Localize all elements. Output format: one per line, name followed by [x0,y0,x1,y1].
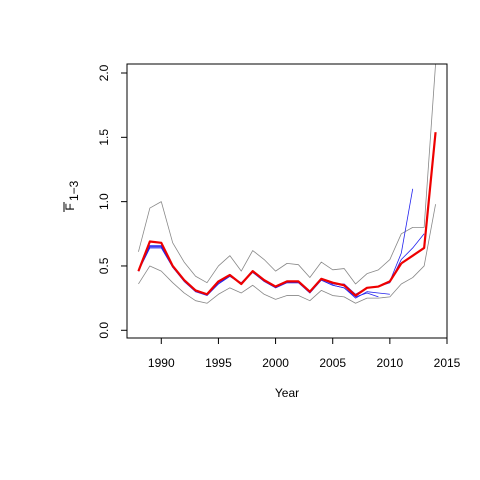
series-line-estimate-6 [137,240,403,297]
x-axis-title: Year [275,386,299,400]
y-tick-label-0.0: 0.0 [97,322,111,339]
y-tick-label-2.0: 2.0 [97,64,111,81]
series-line-estimate-recent-7 [400,132,437,265]
y-tick-label-0.5: 0.5 [97,257,111,274]
x-tick-label-2010: 2010 [377,356,404,370]
y-tick-label-1.5: 1.5 [97,129,111,146]
x-tick-label-2000: 2000 [262,356,289,370]
y-axis: 0.0 0.5 1.0 1.5 2.0 [97,64,128,339]
x-tick-label-1995: 1995 [205,356,232,370]
x-tick-label-2005: 2005 [319,356,346,370]
series-layer [137,64,437,304]
x-tick-label-2015: 2015 [434,356,461,370]
x-axis: 1990 1995 2000 2005 2010 2015 [148,337,461,370]
y-axis-title: F 1−3 [63,180,81,212]
series-line-upper-band-0 [138,64,436,285]
y-tick-label-1.0: 1.0 [97,193,111,210]
series-line-lower-band-1 [138,204,436,304]
y-axis-title-subscript: 1−3 [67,180,81,201]
y-axis-title-text: F [63,203,77,210]
x-tick-label-1990: 1990 [148,356,175,370]
